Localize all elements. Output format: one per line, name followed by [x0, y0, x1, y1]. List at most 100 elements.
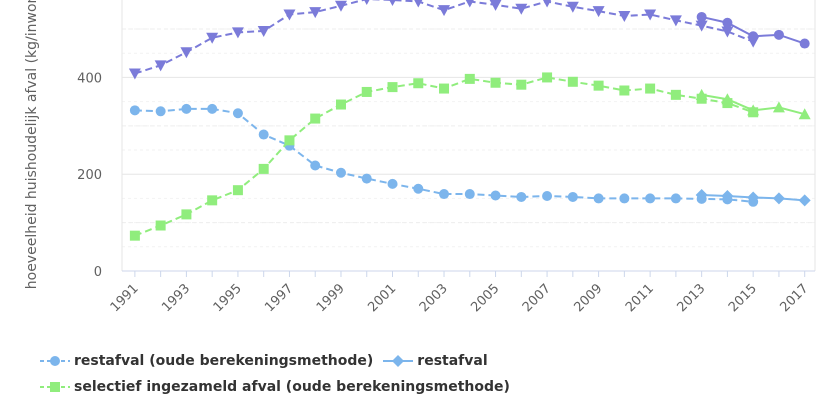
data-point — [387, 178, 398, 189]
x-tick-label: 2013 — [674, 281, 708, 315]
data-point — [721, 26, 734, 38]
data-point — [516, 79, 527, 90]
data-point — [618, 10, 631, 22]
data-point — [619, 193, 630, 204]
chart-canvas: 0 200 400 1991 1993 1995 1997 1999 2001 2003 2005 2… — [24, 0, 816, 315]
data-point — [748, 31, 759, 42]
data-point — [695, 88, 708, 100]
data-point — [414, 0, 423, 8]
data-point — [721, 189, 734, 202]
data-point — [542, 72, 553, 83]
x-tick-label: 2015 — [726, 281, 760, 315]
grid-lines — [121, 0, 816, 272]
x-tick-label: 2007 — [520, 281, 554, 315]
data-point — [232, 108, 243, 119]
data-point — [516, 191, 527, 202]
data-point — [670, 89, 681, 100]
series-totaal_oud — [128, 0, 760, 80]
data-point — [696, 11, 707, 22]
data-point — [439, 189, 450, 200]
data-point — [747, 191, 760, 204]
square-marker-icon — [40, 380, 70, 394]
y-tick-label: 200 — [77, 168, 102, 183]
data-point — [231, 27, 244, 39]
data-point — [207, 195, 218, 206]
data-point — [361, 173, 372, 184]
data-point — [798, 194, 811, 207]
data-point — [773, 29, 784, 40]
data-point — [593, 193, 604, 204]
data-point — [515, 3, 528, 15]
data-point — [413, 183, 424, 194]
series-totaal — [696, 11, 810, 49]
data-point — [387, 82, 398, 93]
x-tick-label: 1991 — [108, 281, 142, 315]
data-point — [465, 0, 474, 8]
data-point — [464, 73, 475, 84]
data-point — [645, 193, 656, 204]
data-point — [207, 103, 218, 114]
data-point — [490, 77, 501, 88]
data-point — [619, 85, 630, 96]
y-axis-label: hoeveelheid huishoudelijk afval (kg/inwo… — [24, 0, 40, 289]
data-point — [695, 189, 708, 202]
x-tick-label: 2009 — [571, 281, 605, 315]
data-point — [645, 83, 656, 94]
data-point — [798, 108, 811, 120]
data-point — [592, 6, 605, 18]
x-tick-label: 2011 — [623, 281, 657, 315]
data-point — [129, 230, 140, 241]
series-line — [134, 76, 754, 237]
y-tick-label: 400 — [77, 71, 102, 86]
data-point — [721, 93, 734, 105]
data-point — [669, 15, 682, 27]
data-point — [722, 17, 733, 28]
data-point — [644, 9, 657, 21]
legend-label: selectief ingezameld afval (oude bereken… — [74, 379, 510, 395]
data-point — [232, 185, 243, 196]
data-point — [567, 191, 578, 202]
series-rest_oud — [129, 103, 759, 207]
data-point — [543, 0, 552, 8]
series-selectief — [695, 88, 811, 120]
data-point — [258, 163, 269, 174]
data-point — [363, 0, 370, 6]
diamond-marker-icon — [383, 354, 414, 368]
data-point — [772, 192, 785, 205]
data-point — [593, 80, 604, 91]
data-point — [489, 0, 502, 11]
data-point — [566, 1, 579, 13]
data-point — [309, 7, 322, 19]
data-point — [257, 25, 270, 37]
legend-label: restafval (oude berekeningsmethode) — [74, 353, 374, 369]
data-point — [181, 103, 192, 114]
data-point — [180, 47, 193, 59]
series-line — [134, 107, 754, 203]
data-point — [129, 105, 140, 116]
data-point — [181, 209, 192, 220]
legend-item-restafval-oud[interactable]: restafval (oude berekeningsmethode) — [40, 353, 373, 369]
data-point — [567, 76, 578, 87]
data-point — [310, 113, 321, 124]
data-point — [439, 83, 450, 94]
legend-item-selectief-oud[interactable]: selectief ingezameld afval (oude bereken… — [40, 379, 510, 395]
data-point — [747, 104, 760, 116]
x-tick-label: 2003 — [417, 281, 451, 315]
data-point — [772, 101, 785, 113]
data-point — [154, 60, 167, 72]
x-tick-label: 2001 — [365, 281, 399, 315]
data-point — [258, 129, 269, 140]
data-point — [438, 5, 451, 17]
data-point — [799, 38, 810, 49]
y-tick-label: 0 — [94, 265, 102, 280]
data-point — [389, 0, 396, 6]
legend-item-restafval[interactable]: restafval — [383, 353, 488, 369]
data-point — [310, 160, 321, 171]
x-tick-label: 1993 — [159, 281, 193, 315]
data-point — [128, 68, 141, 80]
data-point — [490, 190, 501, 201]
data-point — [361, 86, 372, 97]
x-tick-label: 2017 — [778, 281, 812, 315]
data-point — [283, 9, 296, 21]
x-tick-label: 1997 — [262, 281, 296, 315]
